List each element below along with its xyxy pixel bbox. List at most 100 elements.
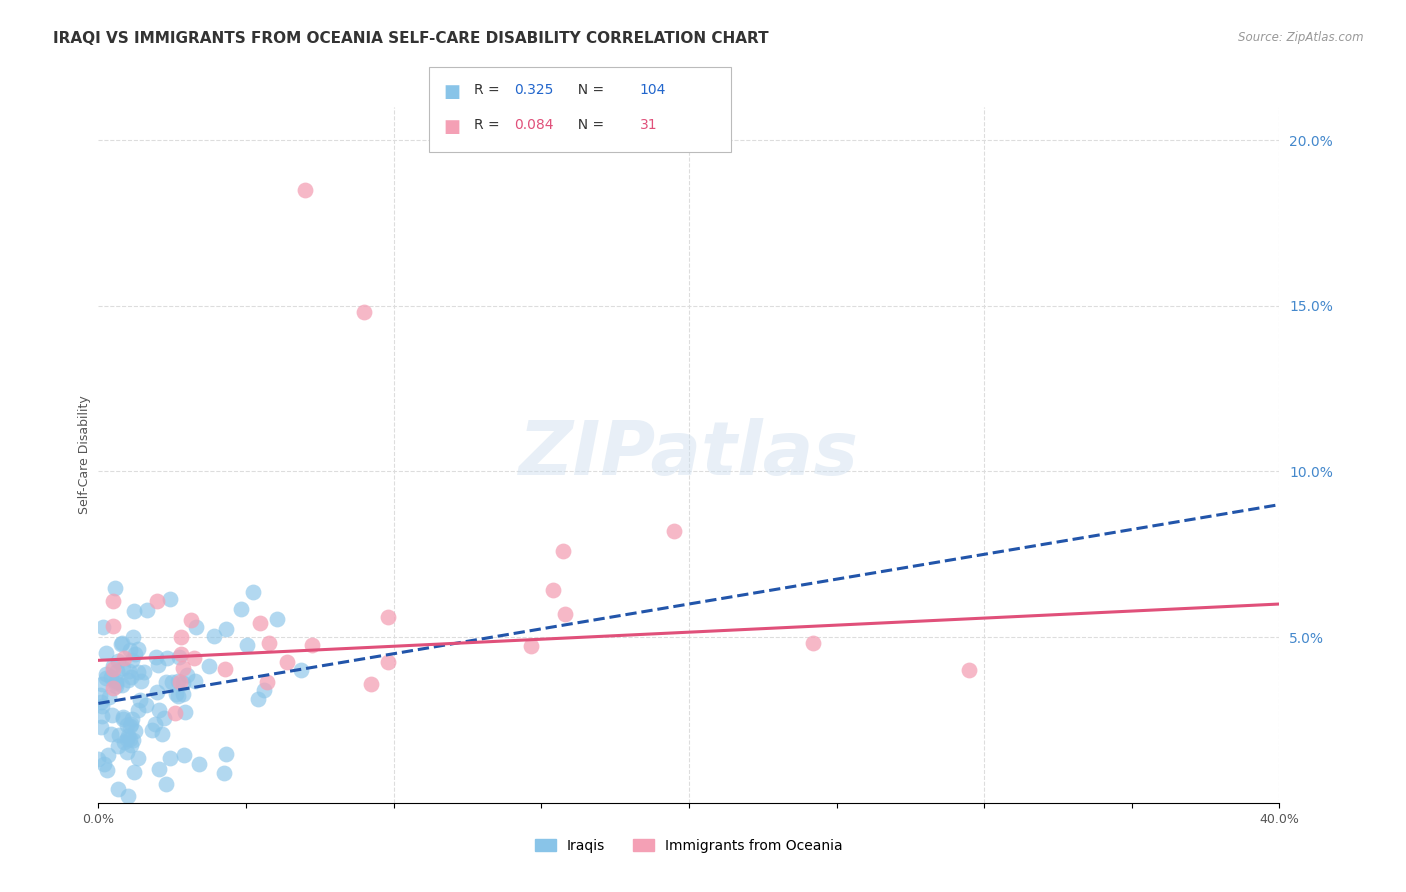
Point [122, 732, 145, 747]
Point [111, 710, 134, 724]
Point [105, 673, 128, 688]
Point [94, 647, 117, 661]
Point [165, 706, 187, 720]
Point [301, 638, 323, 652]
Point [103, 681, 125, 695]
Point [100, 670, 122, 684]
Point [173, 747, 195, 762]
Text: ■: ■ [443, 118, 460, 136]
Point [129, 674, 152, 689]
Point [107, 654, 129, 668]
Point [801, 636, 824, 650]
Point [128, 693, 150, 707]
Point [112, 735, 135, 749]
Point [91, 698, 114, 713]
Text: 31: 31 [640, 118, 658, 132]
Point [111, 661, 134, 675]
Point [541, 582, 564, 597]
Point [98, 690, 121, 705]
Text: R =: R = [474, 83, 503, 97]
Point [377, 610, 399, 624]
Text: 104: 104 [640, 83, 666, 97]
Point [148, 703, 170, 717]
Point [170, 630, 193, 644]
Y-axis label: Self-Care Disability: Self-Care Disability [79, 395, 91, 515]
Point [186, 620, 208, 634]
Point [174, 706, 197, 720]
Point [127, 665, 149, 680]
Point [353, 305, 375, 319]
Point [110, 637, 132, 651]
Point [360, 677, 382, 691]
Point [121, 630, 143, 644]
Point [90, 695, 112, 709]
Point [148, 763, 170, 777]
Point [90, 720, 112, 734]
Point [124, 647, 146, 661]
Point [276, 655, 298, 669]
Point [108, 727, 131, 741]
Point [145, 650, 167, 665]
Point [229, 601, 252, 615]
Text: 0.084: 0.084 [515, 118, 554, 132]
Point [253, 682, 276, 697]
Text: N =: N = [569, 118, 609, 132]
Point [101, 659, 124, 673]
Point [118, 664, 141, 678]
Point [246, 692, 269, 706]
Text: ZIPatlas: ZIPatlas [519, 418, 859, 491]
Point [107, 782, 129, 797]
Point [111, 636, 134, 650]
Point [115, 718, 138, 732]
Point [96, 763, 118, 777]
Point [959, 663, 981, 677]
Point [93, 757, 115, 772]
Point [143, 717, 166, 731]
Point [89, 689, 111, 703]
Point [96, 672, 118, 686]
Point [94, 667, 117, 681]
Point [107, 665, 129, 679]
Point [377, 655, 399, 669]
Point [155, 777, 177, 791]
Point [124, 723, 146, 738]
Point [127, 642, 149, 657]
Point [167, 649, 190, 664]
Text: 0.325: 0.325 [515, 83, 554, 97]
Point [141, 723, 163, 737]
Point [159, 750, 181, 764]
Point [215, 623, 238, 637]
Point [156, 651, 179, 665]
Point [257, 636, 280, 650]
Point [103, 618, 125, 632]
Point [120, 716, 142, 731]
Point [159, 591, 181, 606]
Point [145, 593, 167, 607]
Point [266, 612, 288, 626]
Point [165, 687, 187, 701]
Point [215, 747, 238, 761]
Point [120, 719, 142, 733]
Point [183, 651, 205, 665]
Point [664, 524, 686, 538]
Point [110, 678, 132, 692]
Text: R =: R = [474, 118, 503, 132]
Point [180, 613, 202, 627]
Point [103, 594, 125, 608]
Point [214, 662, 236, 676]
Point [236, 638, 259, 652]
Point [121, 653, 143, 667]
Point [117, 729, 139, 743]
Point [146, 685, 169, 699]
Point [135, 698, 157, 712]
Text: Source: ZipAtlas.com: Source: ZipAtlas.com [1239, 31, 1364, 45]
Point [103, 662, 125, 676]
Point [150, 727, 173, 741]
Point [120, 738, 142, 752]
Legend: Iraqis, Immigrants from Oceania: Iraqis, Immigrants from Oceania [530, 833, 848, 858]
Point [104, 679, 127, 693]
Point [117, 673, 139, 687]
Point [121, 670, 143, 684]
Point [172, 687, 194, 701]
Point [115, 745, 138, 759]
